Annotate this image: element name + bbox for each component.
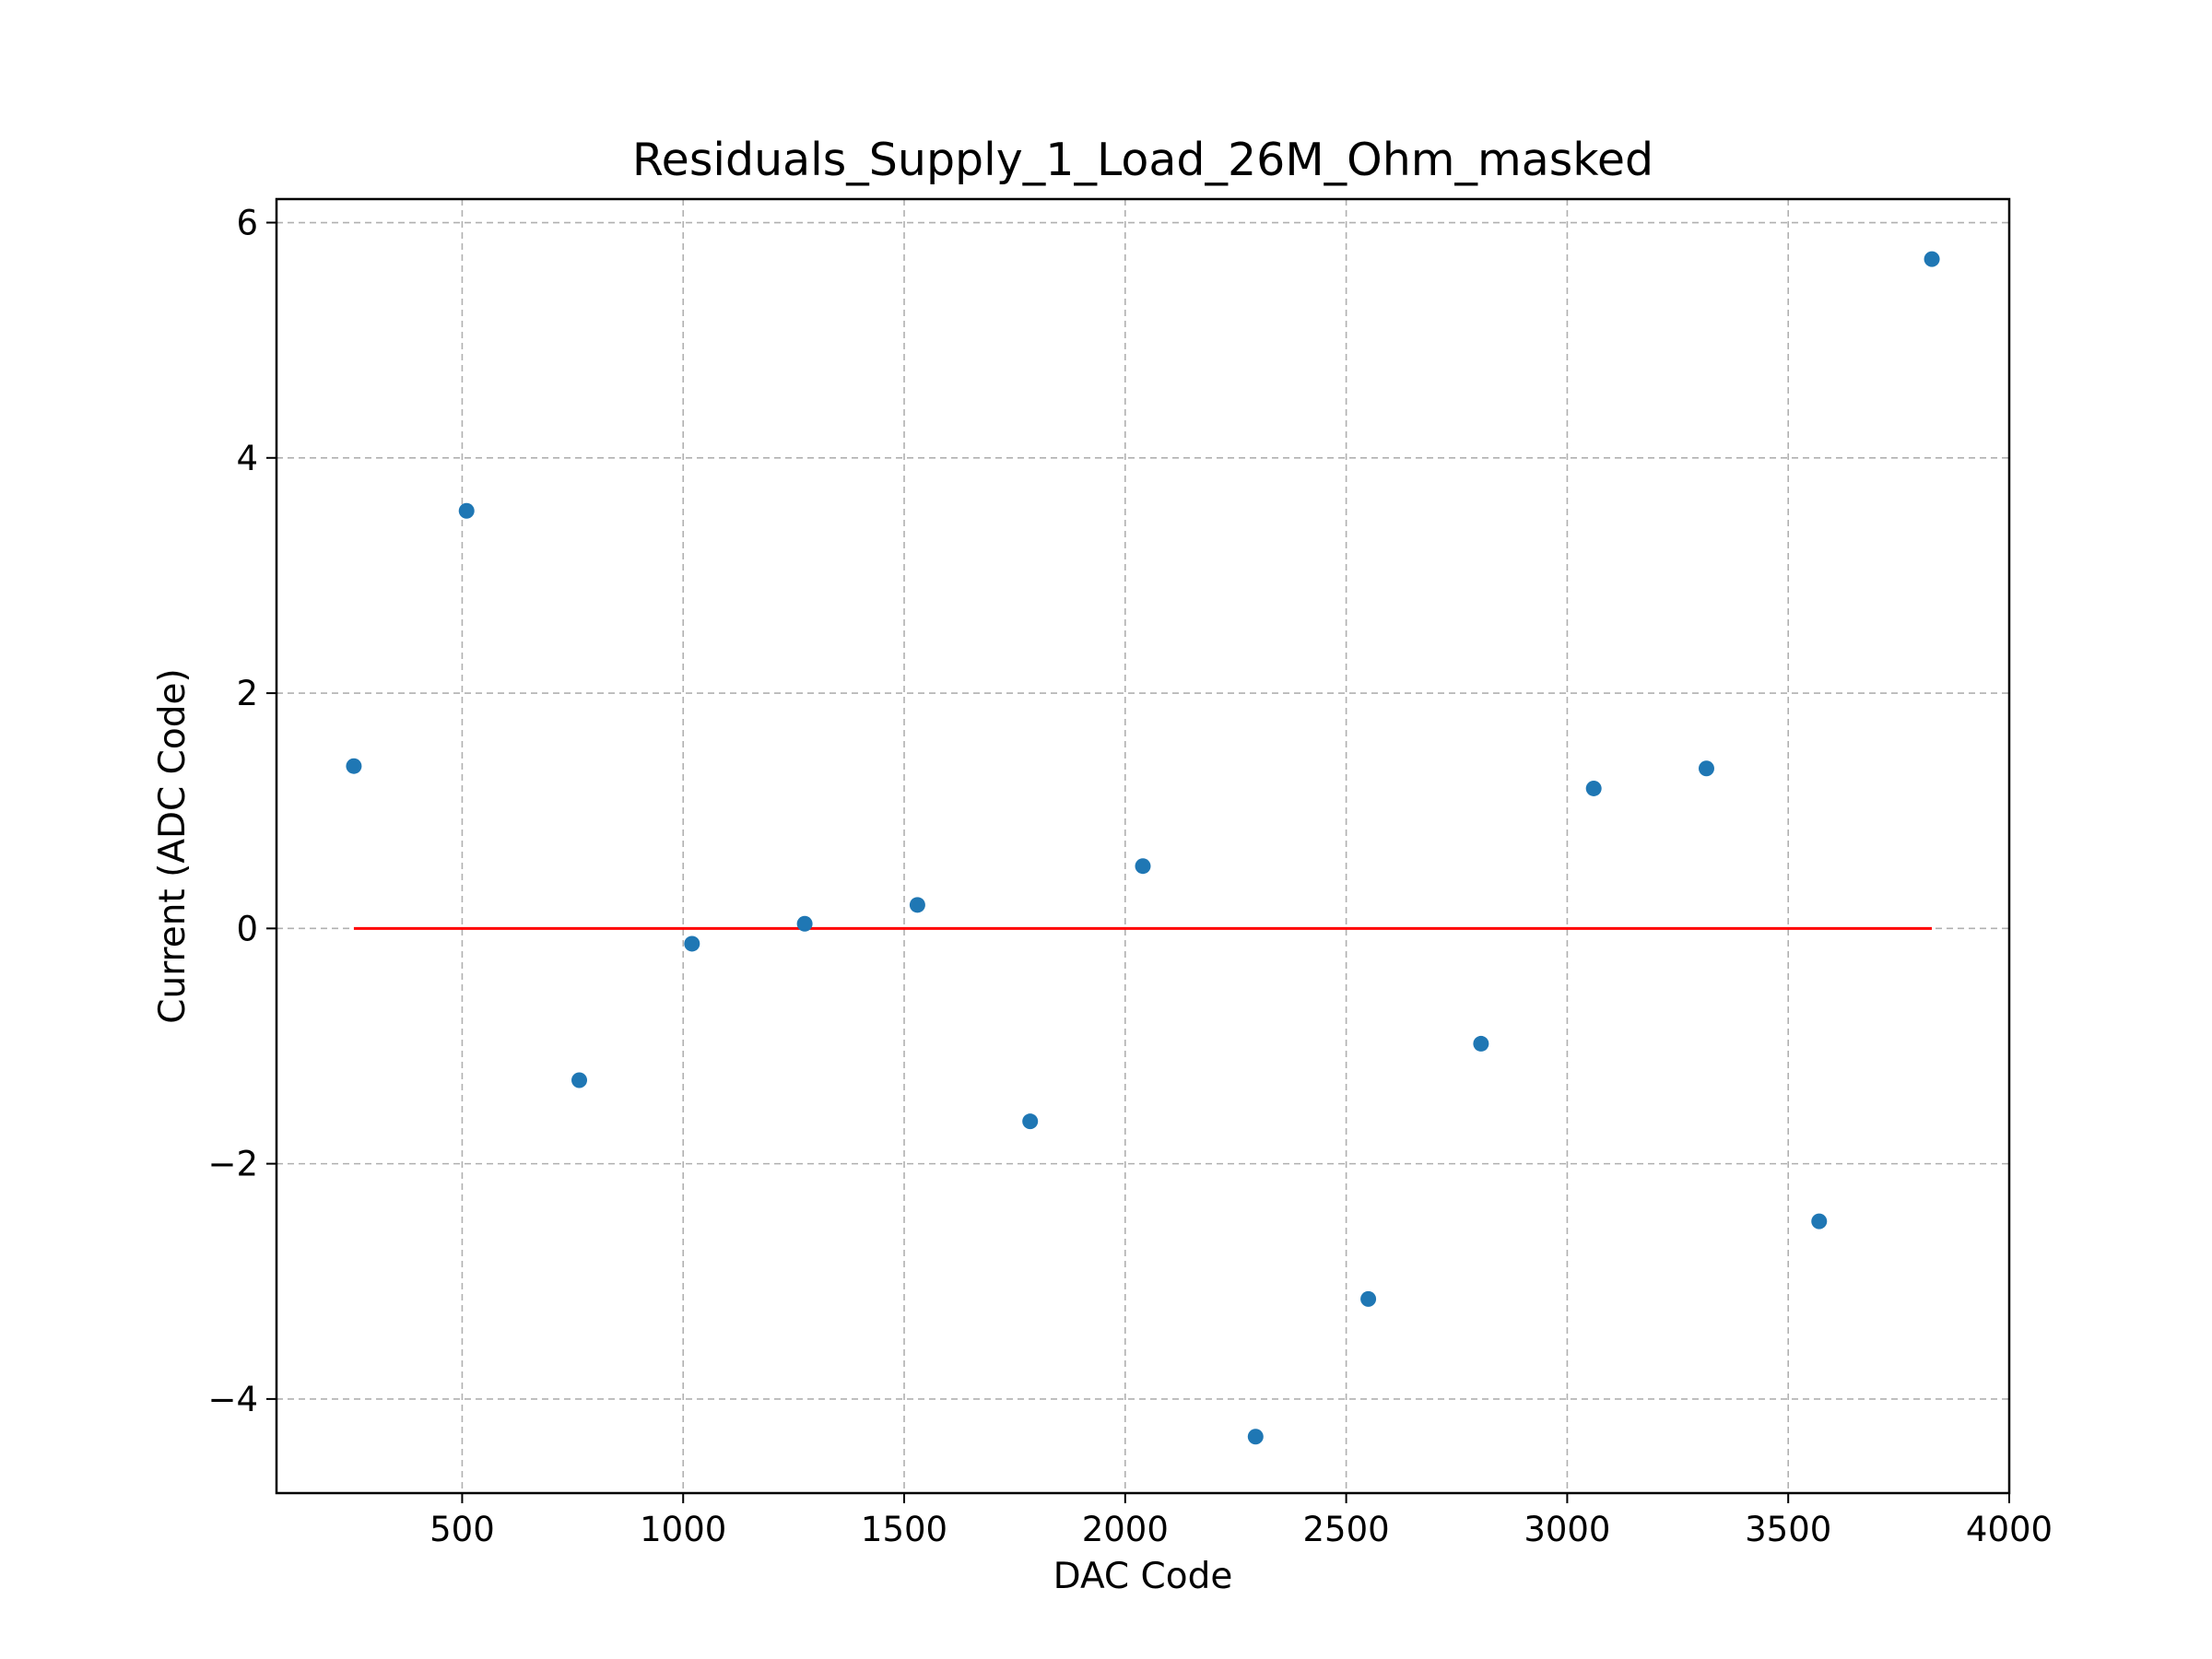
y-tick-label: 4 xyxy=(236,439,258,478)
residual-point xyxy=(1585,780,1602,796)
residual-point xyxy=(1135,858,1151,875)
residual-point xyxy=(1247,1429,1264,1445)
x-tick-label: 1500 xyxy=(861,1510,947,1549)
residual-point xyxy=(1022,1113,1039,1130)
ticks: 500 1000 1500 2000 2500 3000 3500 4000 −4 −2 0 2 4 6 xyxy=(207,204,2053,1549)
residual-point xyxy=(1698,760,1714,777)
residual-point xyxy=(458,502,475,519)
x-tick-label: 500 xyxy=(429,1510,495,1549)
plot-area xyxy=(346,251,1940,1445)
residual-point xyxy=(1360,1290,1377,1307)
x-tick-label: 3500 xyxy=(1745,1510,1831,1549)
residual-point xyxy=(796,915,813,932)
x-tick-label: 2000 xyxy=(1082,1510,1169,1549)
y-tick-label: 2 xyxy=(236,674,258,713)
residual-point xyxy=(684,935,700,952)
x-tick-label: 2500 xyxy=(1303,1510,1390,1549)
x-tick-label: 3000 xyxy=(1524,1510,1610,1549)
residual-point xyxy=(1473,1035,1489,1052)
y-tick-label: 6 xyxy=(236,204,258,243)
residual-point xyxy=(1924,251,1940,267)
y-axis-label: Current (ADC Code) xyxy=(152,668,194,1024)
residual-point xyxy=(1811,1213,1828,1230)
residual-point xyxy=(346,758,362,774)
residual-point xyxy=(909,897,925,913)
residual-point xyxy=(571,1072,588,1088)
y-tick-label: 0 xyxy=(236,909,258,948)
x-axis-label: DAC Code xyxy=(1053,1556,1233,1597)
y-tick-label: −2 xyxy=(207,1145,258,1184)
x-tick-label: 1000 xyxy=(640,1510,726,1549)
chart-title: Residuals_Supply_1_Load_26M_Ohm_masked xyxy=(632,134,1653,186)
x-tick-label: 4000 xyxy=(1966,1510,2053,1549)
axes-frame xyxy=(275,197,2011,1495)
y-tick-label: −4 xyxy=(207,1380,258,1419)
